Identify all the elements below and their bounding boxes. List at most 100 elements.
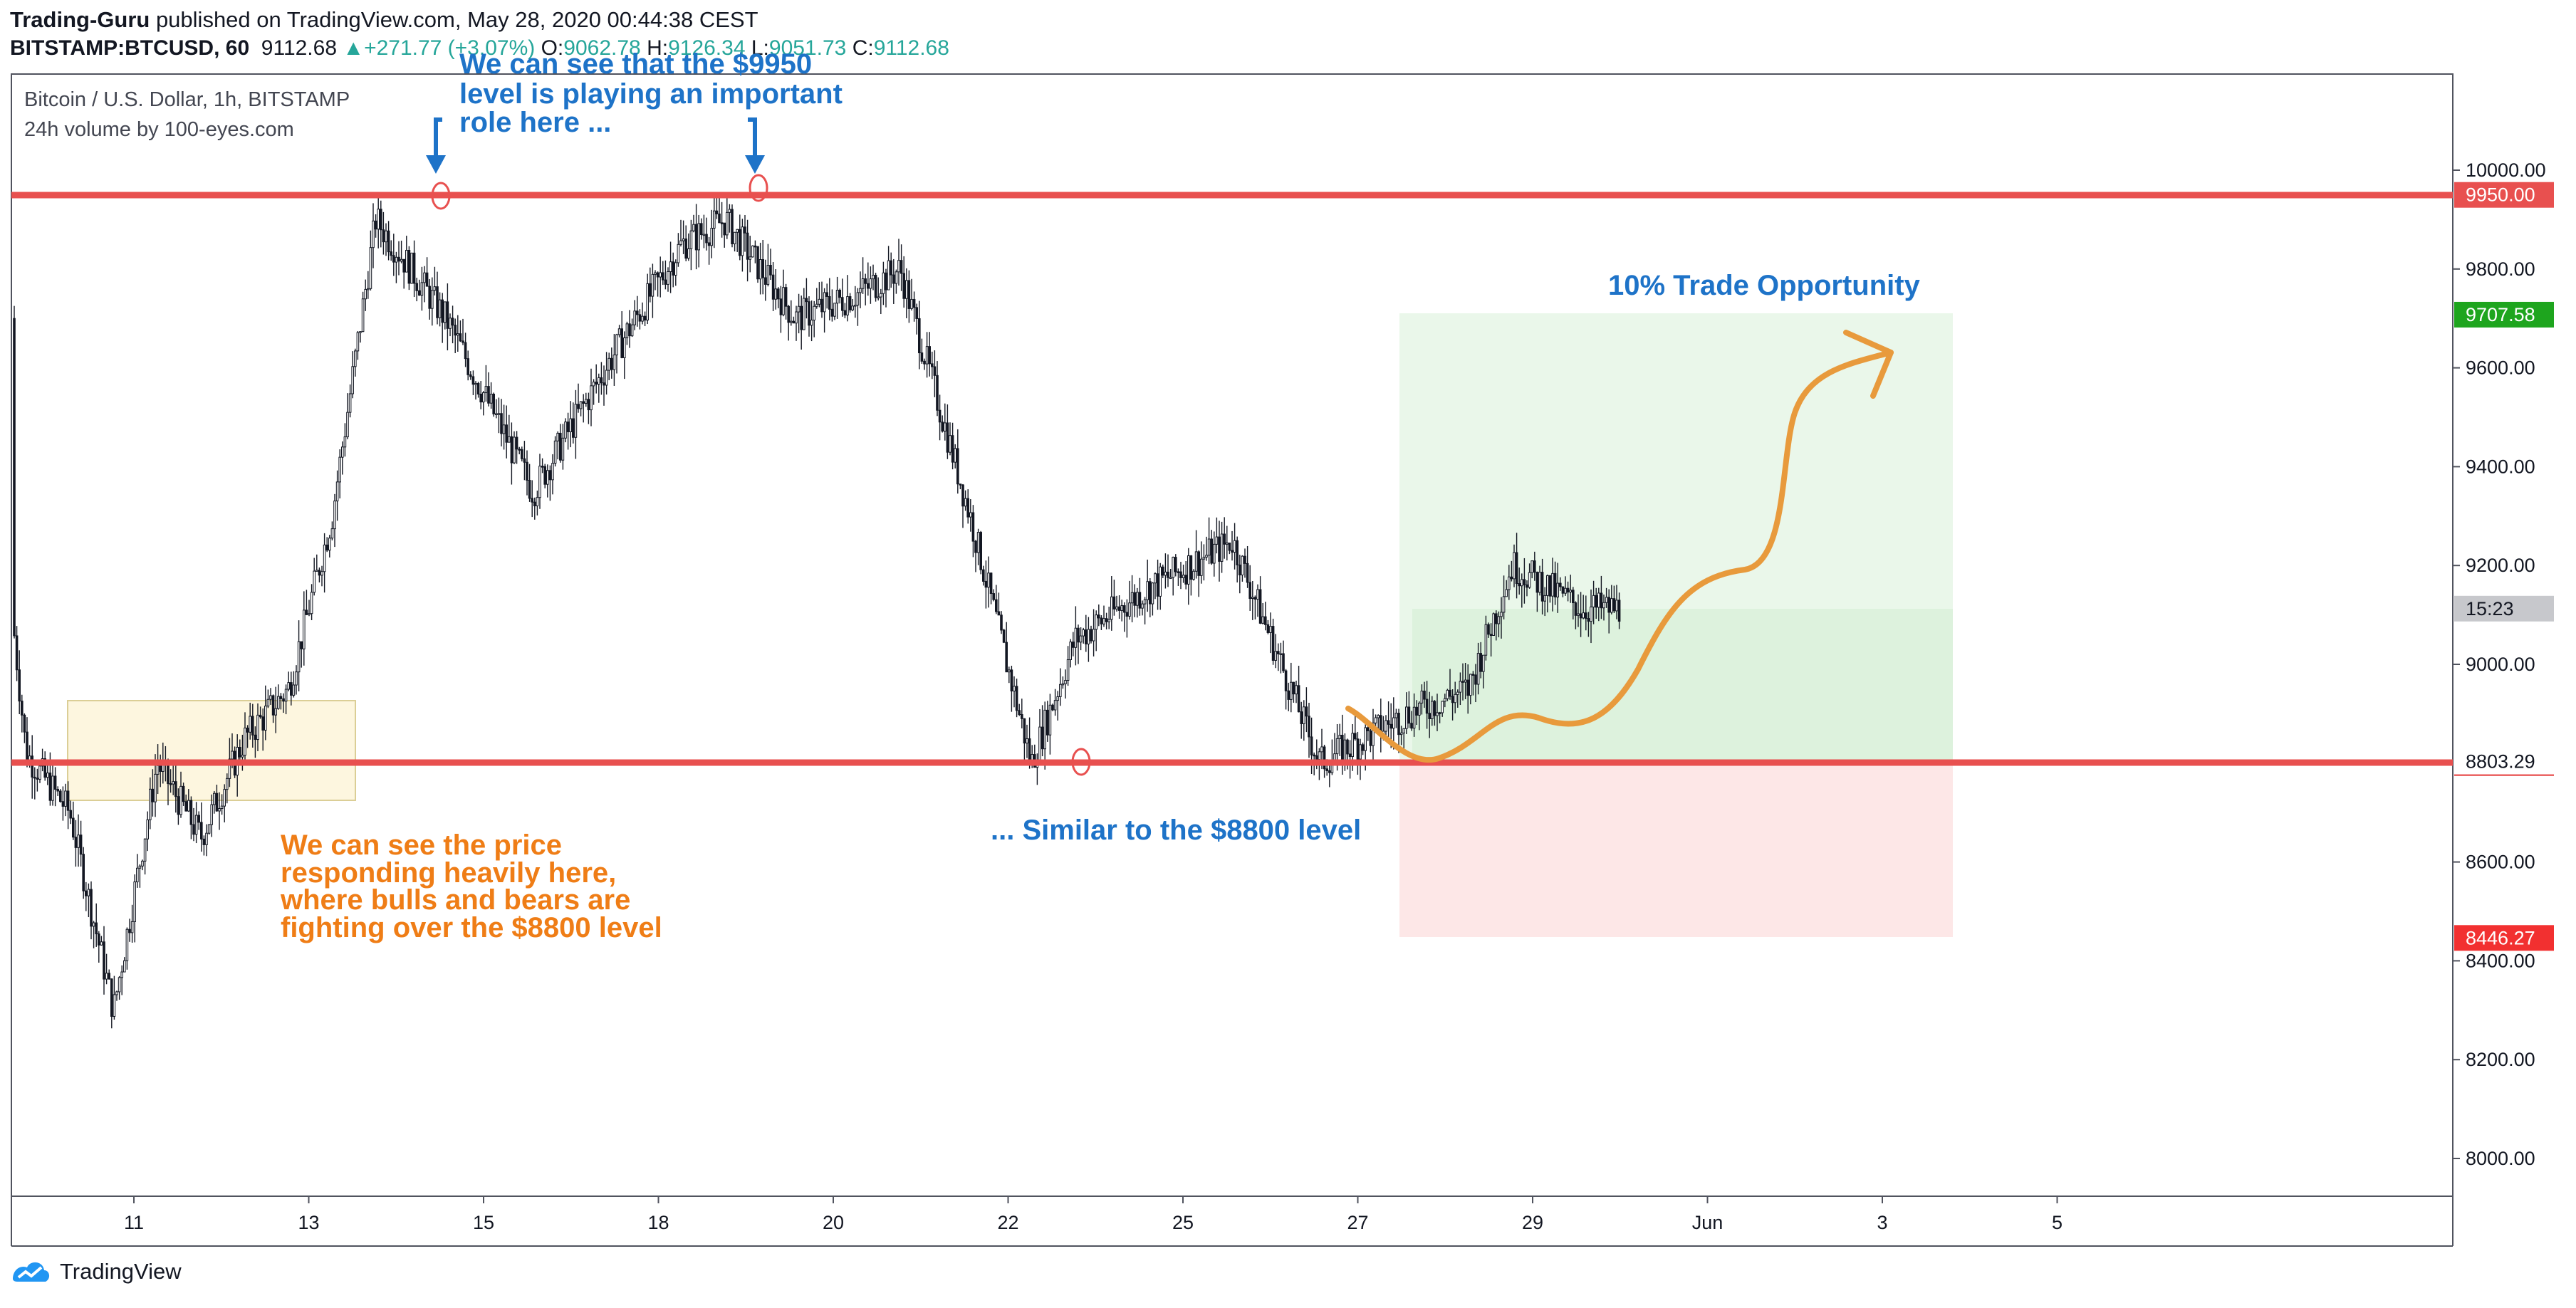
candle-body bbox=[1341, 734, 1344, 764]
candle-body bbox=[1100, 617, 1103, 624]
candle-body bbox=[1320, 746, 1323, 753]
candle-body bbox=[387, 230, 390, 253]
projected-path[interactable] bbox=[1345, 350, 1894, 763]
candle-body bbox=[277, 696, 280, 709]
candle-body bbox=[1436, 712, 1439, 716]
price-tick-label: 9600.00 bbox=[2466, 357, 2535, 379]
candle-body bbox=[1392, 717, 1395, 729]
candle-body bbox=[928, 346, 932, 365]
footer-brand[interactable]: TradingView bbox=[10, 1257, 182, 1286]
candle-body bbox=[1218, 536, 1221, 562]
candle-body bbox=[1233, 540, 1236, 553]
candle-body bbox=[482, 392, 485, 403]
candle-body bbox=[471, 376, 475, 385]
candle-body bbox=[764, 277, 767, 285]
candle-body bbox=[138, 865, 142, 869]
candle-body bbox=[1469, 674, 1472, 696]
candle-body bbox=[1282, 653, 1285, 671]
candle-body bbox=[133, 881, 136, 922]
candle-body bbox=[213, 792, 216, 805]
candle-body bbox=[82, 854, 85, 891]
candle-body bbox=[1359, 744, 1362, 760]
price-tick-label: 9000.00 bbox=[2466, 654, 2535, 675]
candle-body bbox=[615, 334, 618, 356]
candle-body bbox=[1323, 746, 1326, 770]
candle-body bbox=[782, 287, 785, 315]
candle-body bbox=[608, 357, 611, 371]
candle-body bbox=[492, 393, 496, 414]
candle-body bbox=[489, 393, 493, 404]
candle-body bbox=[543, 466, 547, 485]
low-value: 9051.73 bbox=[768, 36, 847, 60]
loss-zone[interactable] bbox=[1399, 763, 1953, 937]
candle-body bbox=[1515, 552, 1518, 585]
candle-body bbox=[1266, 624, 1270, 633]
candle-body bbox=[1325, 768, 1329, 771]
price-tick-label: 8400.00 bbox=[2466, 950, 2535, 971]
candle-body bbox=[154, 773, 157, 802]
candle-body bbox=[1385, 720, 1387, 732]
candle-body bbox=[1141, 603, 1144, 609]
candle-body bbox=[848, 296, 852, 310]
candle-body bbox=[1074, 627, 1078, 648]
candle-body bbox=[115, 991, 118, 995]
chart-plot-area[interactable] bbox=[11, 73, 2454, 1197]
candle-body bbox=[1290, 681, 1293, 700]
candle-body bbox=[971, 512, 975, 542]
time-tick-label: 5 bbox=[2052, 1212, 2063, 1233]
candle-body bbox=[1389, 723, 1393, 729]
candle-body bbox=[1066, 659, 1070, 681]
candle-body bbox=[605, 370, 608, 386]
series-title[interactable]: Bitcoin / U.S. Dollar, 1h, BITSTAMP bbox=[24, 88, 350, 111]
candle-body bbox=[1551, 572, 1554, 597]
candle-body bbox=[769, 265, 772, 276]
candle-body bbox=[1210, 538, 1214, 564]
candle-body bbox=[1271, 626, 1275, 661]
candle-body bbox=[617, 328, 621, 335]
candle-body bbox=[487, 386, 490, 404]
candle-body bbox=[56, 789, 60, 792]
candle-body bbox=[1535, 572, 1539, 593]
candle-body bbox=[951, 435, 954, 463]
candle-body bbox=[758, 259, 762, 280]
candle-body bbox=[1015, 686, 1018, 711]
candle-body bbox=[1328, 770, 1331, 773]
candle-body bbox=[1013, 686, 1016, 692]
indicator-title[interactable]: 24h volume by 100-eyes.com bbox=[24, 118, 294, 141]
candle-body bbox=[320, 571, 323, 576]
candle-body bbox=[187, 800, 190, 812]
candle-body bbox=[61, 801, 65, 807]
candle-body bbox=[1348, 753, 1352, 758]
candle-body bbox=[1231, 550, 1234, 553]
time-tick-label: 27 bbox=[1347, 1212, 1368, 1233]
candle-body bbox=[976, 532, 980, 553]
candle-body bbox=[1592, 595, 1595, 607]
candle-body bbox=[226, 778, 229, 790]
candle-body bbox=[33, 776, 36, 779]
price-tick-label: 10000.00 bbox=[2466, 159, 2546, 181]
candle-body bbox=[707, 242, 711, 246]
cursor-price-badge bbox=[2454, 748, 2554, 775]
candle-body bbox=[825, 292, 829, 297]
candle-body bbox=[1397, 713, 1400, 736]
candle-body bbox=[1097, 614, 1100, 619]
candle-body bbox=[1287, 690, 1290, 700]
candle-body bbox=[792, 320, 796, 324]
touch-marker-2 bbox=[749, 174, 768, 202]
consolidation-box[interactable] bbox=[67, 700, 356, 801]
candle-body bbox=[100, 941, 103, 946]
candle-body bbox=[274, 708, 277, 716]
author-name[interactable]: Trading-Guru bbox=[10, 7, 150, 32]
candle-body bbox=[1587, 618, 1590, 622]
candle-body bbox=[141, 860, 144, 867]
candle-body bbox=[210, 804, 213, 825]
candle-body bbox=[1495, 613, 1498, 624]
open-label: O: bbox=[541, 36, 564, 60]
candle-body bbox=[292, 684, 296, 696]
candle-body bbox=[1364, 727, 1367, 751]
candle-body bbox=[572, 418, 575, 438]
candle-body bbox=[36, 778, 39, 780]
publish-info: Trading-Guru published on TradingView.co… bbox=[10, 6, 758, 34]
candle-body bbox=[692, 224, 695, 231]
